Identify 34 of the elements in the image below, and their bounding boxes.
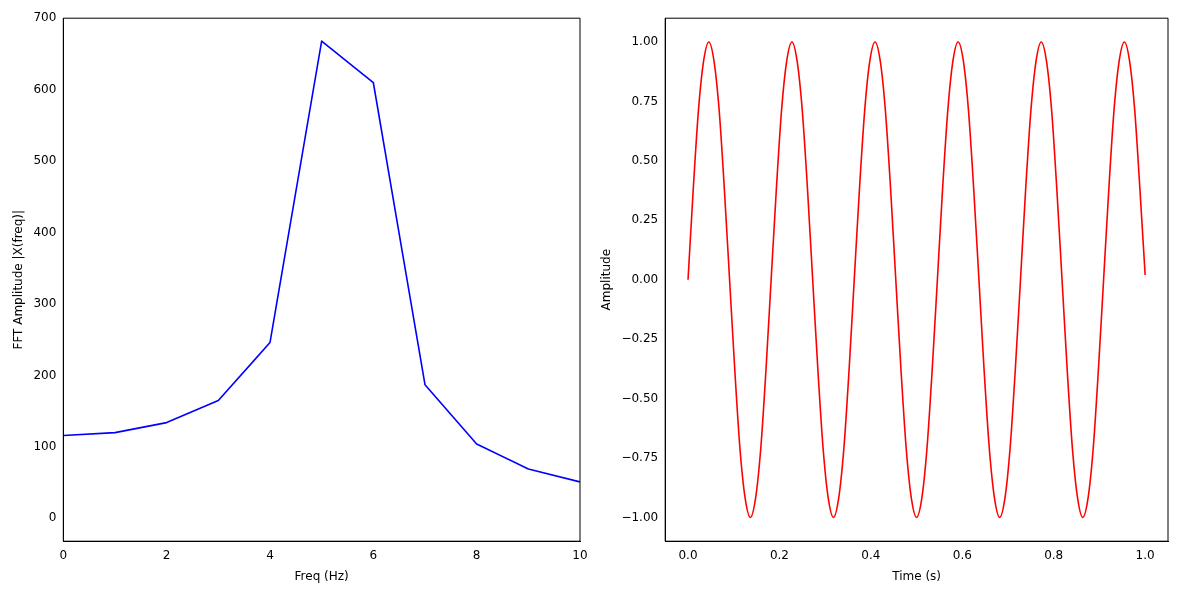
y-tick-label: 0 bbox=[48, 510, 57, 525]
x-tick-label: 0 bbox=[59, 547, 68, 562]
line-series bbox=[687, 41, 1146, 519]
x-axis-title: Time (s) bbox=[891, 568, 941, 583]
y-tick-label: 500 bbox=[33, 153, 57, 168]
y-tick-label: −1.00 bbox=[621, 509, 659, 524]
y-tick-label: −0.50 bbox=[621, 390, 659, 405]
x-tick-label: 1.0 bbox=[1135, 547, 1155, 562]
y-tick-label: 300 bbox=[33, 296, 57, 311]
y-tick-label: 400 bbox=[33, 224, 57, 239]
y-tick-label: 600 bbox=[33, 81, 57, 96]
y-tick-label: 100 bbox=[33, 439, 57, 454]
x-tick-label: 0.2 bbox=[769, 547, 789, 562]
x-tick-label: 6 bbox=[369, 547, 378, 562]
y-tick-label: 700 bbox=[33, 10, 57, 25]
y-axis-title: FFT Amplitude |X(freq)| bbox=[11, 209, 26, 350]
y-tick-label: 0.25 bbox=[631, 212, 659, 227]
x-tick-label: 10 bbox=[572, 547, 588, 562]
x-tick-label: 8 bbox=[472, 547, 481, 562]
x-axis-title: Freq (Hz) bbox=[294, 568, 349, 583]
y-tick-label: 0.00 bbox=[631, 271, 659, 286]
y-tick-label: 0.75 bbox=[631, 93, 659, 108]
y-axis-title: Amplitude bbox=[599, 248, 614, 311]
y-tick-label: −0.75 bbox=[621, 450, 659, 465]
x-tick-label: 2 bbox=[162, 547, 171, 562]
x-tick-label: 4 bbox=[266, 547, 274, 562]
x-tick-label: 0.6 bbox=[952, 547, 972, 562]
y-tick-label: 1.00 bbox=[631, 34, 659, 49]
x-tick-label: 0.8 bbox=[1044, 547, 1064, 562]
x-tick-label: 0.0 bbox=[678, 547, 698, 562]
x-tick-label: 0.4 bbox=[861, 547, 881, 562]
y-tick-label: 200 bbox=[33, 367, 57, 382]
y-tick-label: 0.50 bbox=[631, 152, 659, 167]
y-tick-label: −0.25 bbox=[621, 331, 659, 346]
